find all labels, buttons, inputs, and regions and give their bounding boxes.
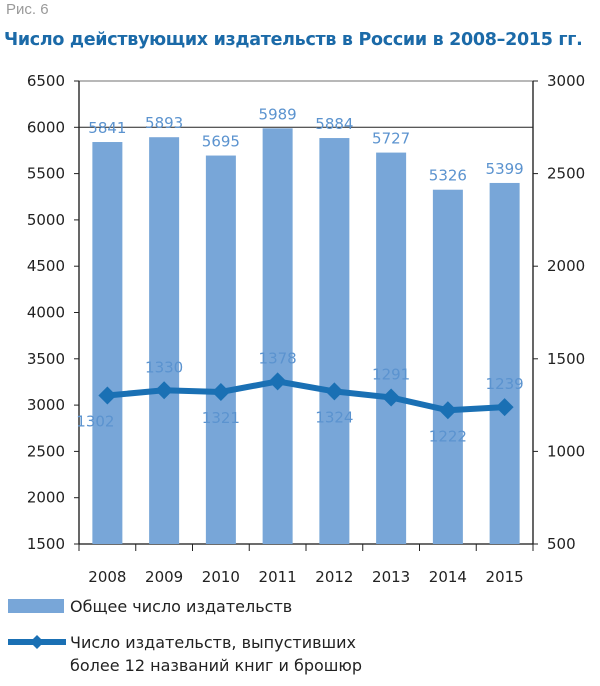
right-tick-label: 500 [547, 535, 576, 553]
left-tick-label: 5500 [27, 165, 65, 183]
bar-2011 [262, 128, 293, 544]
legend-line-label-2: более 12 названий книг и брошюр [70, 656, 363, 675]
right-tick-label: 2500 [547, 165, 585, 183]
bar-data-label: 5326 [429, 167, 467, 185]
line-marker-2008 [98, 386, 117, 405]
chart-title: Число действующих издательств в России в… [4, 30, 583, 50]
left-tick-label: 5000 [27, 211, 65, 229]
left-tick-label: 6500 [27, 72, 65, 90]
legend-line-label-1: Число издательств, выпустивших [70, 633, 357, 652]
left-tick-label: 2500 [27, 442, 65, 460]
bar-2014 [432, 189, 463, 544]
bar-data-label: 5695 [202, 133, 240, 151]
x-tick-label: 2014 [429, 568, 467, 586]
x-tick-label: 2010 [202, 568, 240, 586]
line-data-label: 1378 [259, 349, 297, 367]
bar-data-label: 5989 [259, 105, 297, 123]
line-data-label: 1321 [202, 409, 240, 427]
line-data-label: 1239 [486, 375, 524, 393]
legend-bar-swatch [8, 599, 64, 613]
x-tick-label: 2013 [372, 568, 410, 586]
legend-line: Число издательств, выпустивших более 12 … [8, 633, 362, 680]
bar-data-label: 5727 [372, 130, 410, 148]
legend-bar-label: Общее число издательств [70, 597, 293, 616]
x-tick-label: 2011 [259, 568, 297, 586]
line-marker-2010 [211, 382, 230, 401]
left-tick-label: 3000 [27, 396, 65, 414]
left-tick-label: 1500 [27, 535, 65, 553]
line-marker-2014 [438, 401, 457, 420]
bar-2013 [376, 152, 407, 544]
x-tick-label: 2012 [315, 568, 353, 586]
line-marker-2015 [495, 398, 514, 417]
x-tick-label: 2009 [145, 568, 183, 586]
right-tick-label: 1000 [547, 442, 585, 460]
legend-line-swatch [8, 635, 66, 649]
left-tick-label: 4000 [27, 304, 65, 322]
left-tick-label: 6000 [27, 118, 65, 136]
bar-2009 [149, 137, 180, 545]
bar-2015 [489, 182, 520, 544]
x-tick-label: 2015 [486, 568, 524, 586]
figure-label: Рис. 6 [6, 1, 49, 18]
bar-data-label: 5841 [88, 119, 126, 137]
x-tick-label: 2008 [88, 568, 126, 586]
plot-frame [78, 80, 534, 545]
line-data-label: 1302 [76, 412, 114, 430]
line-data-label: 1222 [429, 427, 467, 445]
bar-2010 [205, 155, 236, 544]
line-data-label: 1291 [372, 366, 410, 384]
line-marker-2009 [155, 381, 174, 400]
bar-data-label: 5884 [315, 115, 353, 133]
line-marker-2012 [325, 382, 344, 401]
right-tick-label: 2000 [547, 257, 585, 275]
bar-2012 [319, 138, 350, 544]
right-tick-label: 3000 [547, 72, 585, 90]
bar-data-label: 5893 [145, 114, 183, 132]
line-series [107, 378, 505, 414]
right-tick-label: 1500 [547, 350, 585, 368]
legend-bar: Общее число издательств [8, 597, 292, 616]
line-marker-2011 [268, 372, 287, 391]
left-tick-label: 4500 [27, 257, 65, 275]
line-marker-2013 [382, 388, 401, 407]
bar-data-label: 5399 [486, 160, 524, 178]
left-tick-label: 2000 [27, 489, 65, 507]
left-tick-label: 3500 [27, 350, 65, 368]
line-data-label: 1324 [315, 408, 353, 426]
bar-2008 [92, 142, 123, 544]
line-data-label: 1330 [145, 358, 183, 376]
